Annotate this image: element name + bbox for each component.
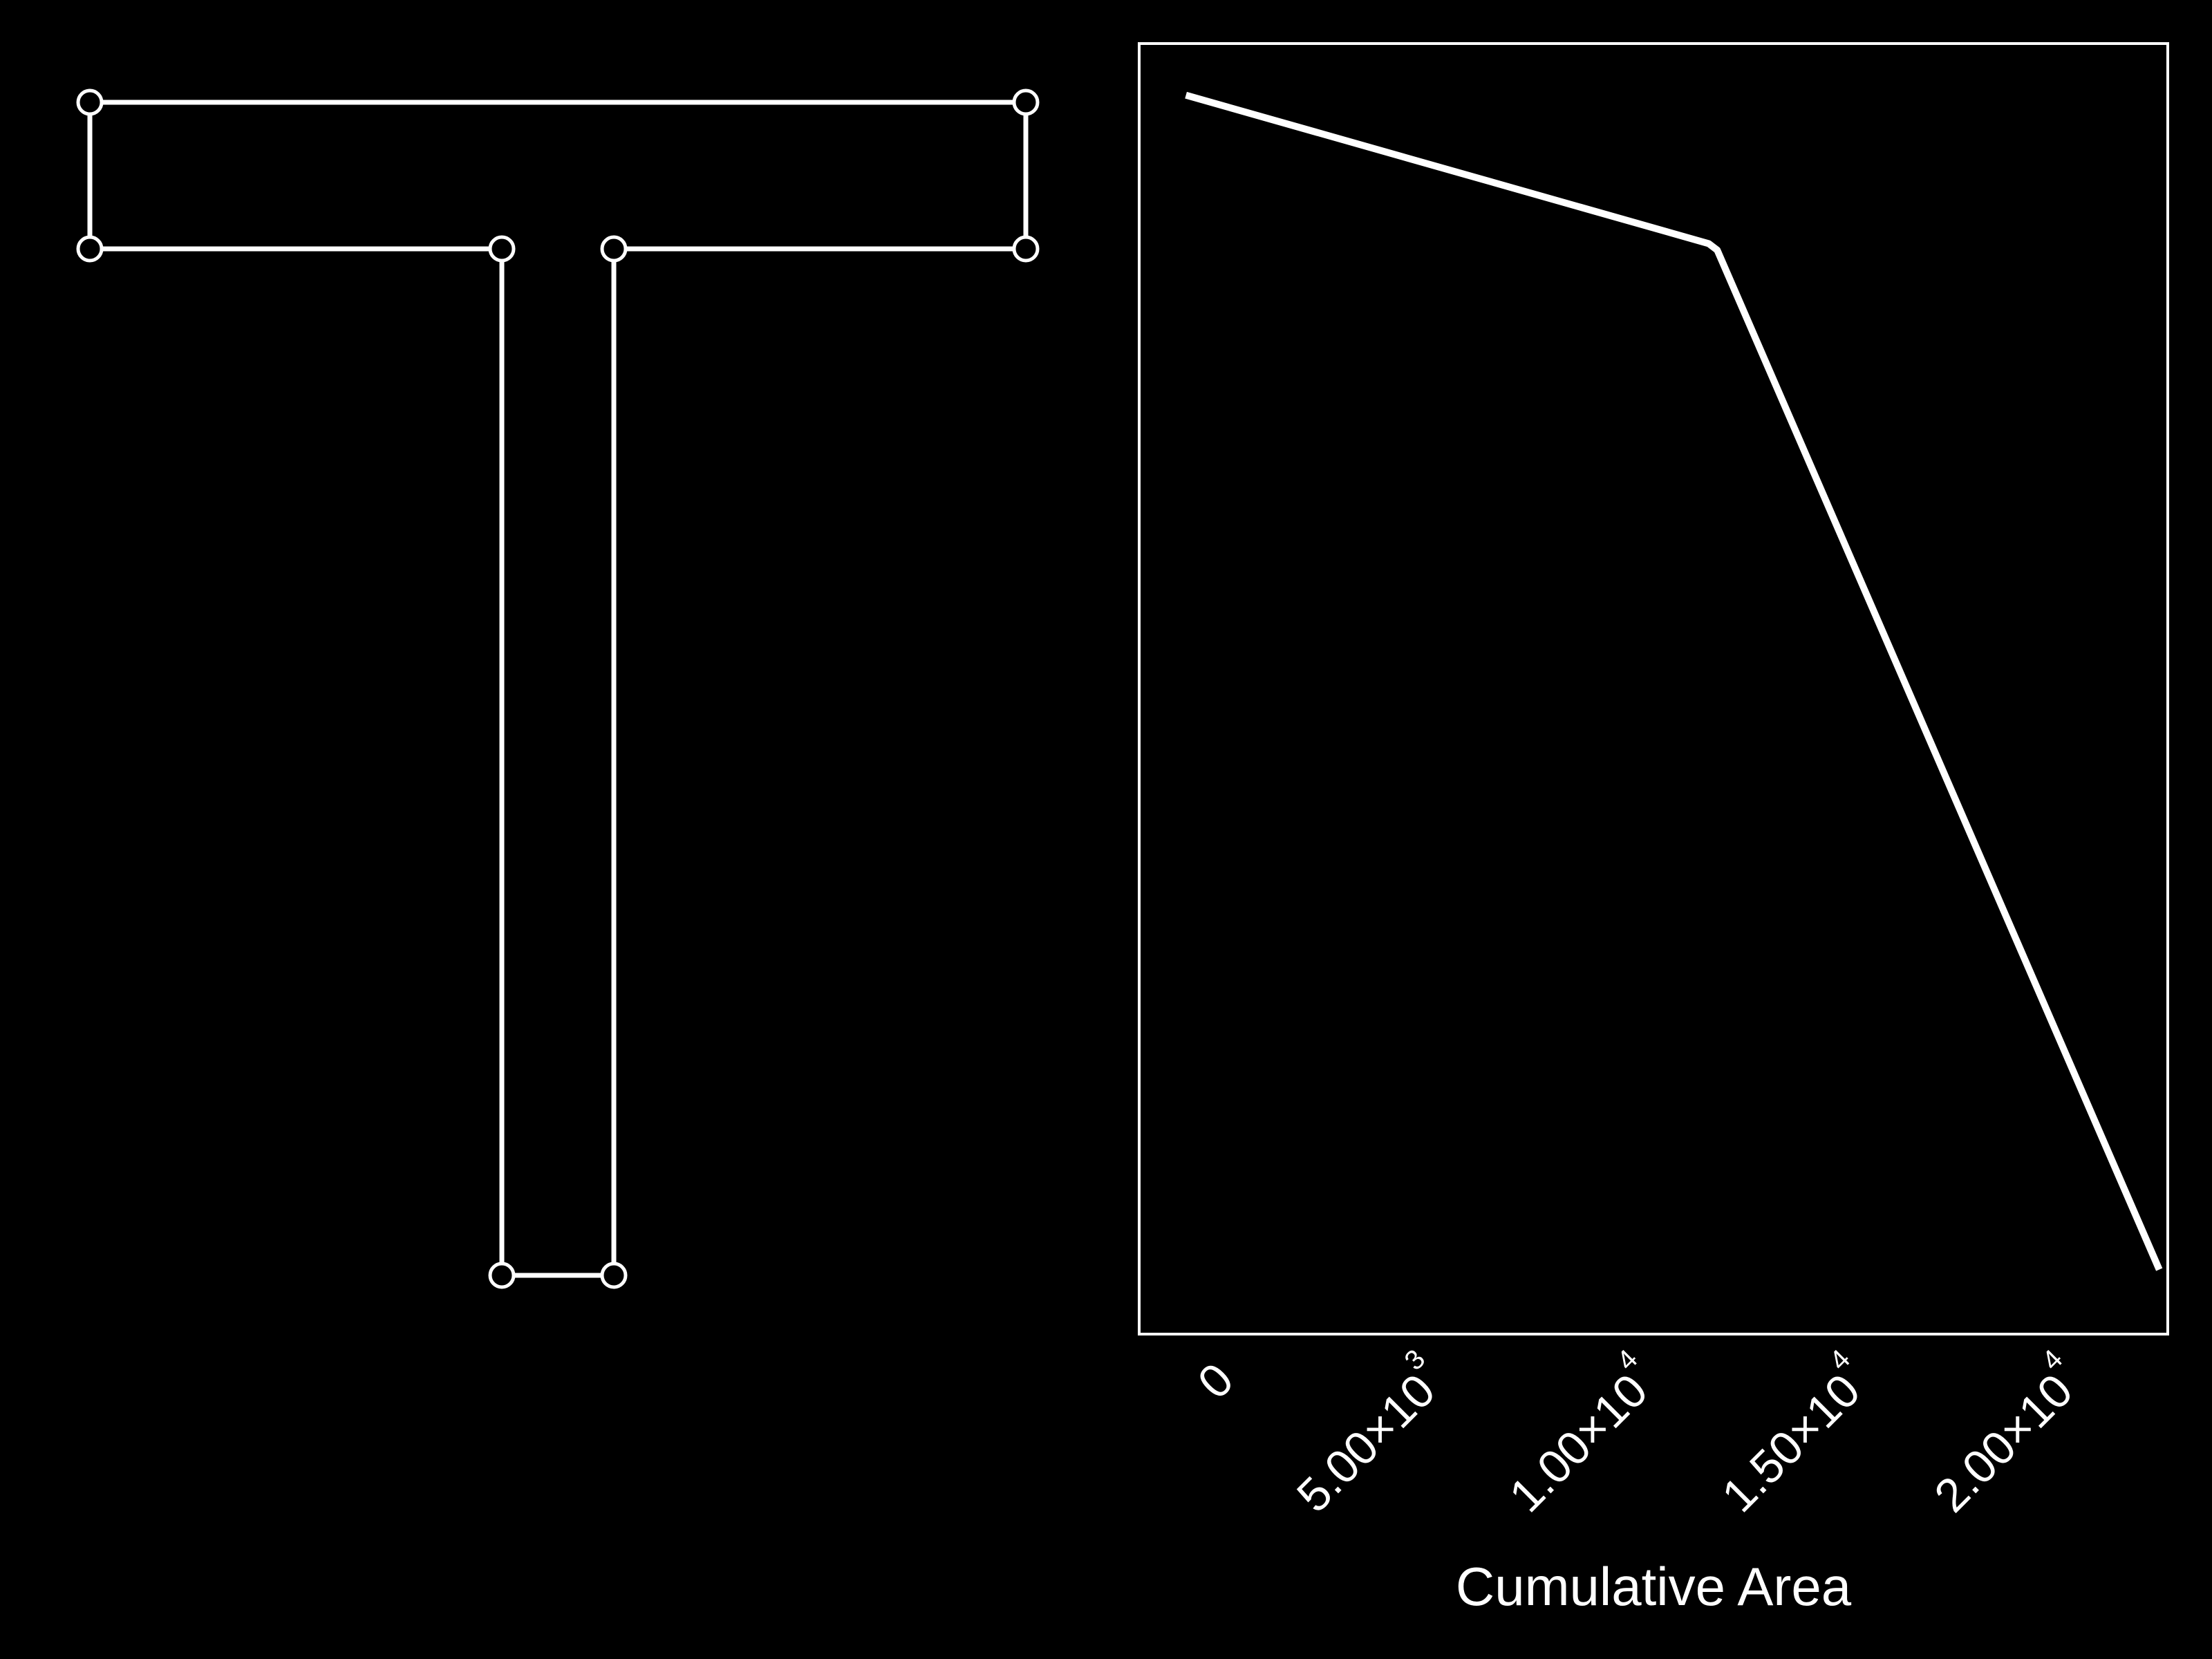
vertex-marker-6 bbox=[488, 1262, 516, 1289]
plot-frame bbox=[1138, 42, 2169, 1335]
t-shape-panel bbox=[76, 88, 1040, 1289]
x-tick-label: 5.00×103 bbox=[1277, 1344, 1456, 1522]
x-tick-label: 1.50×104 bbox=[1703, 1344, 1881, 1522]
vertex-marker-8 bbox=[76, 235, 104, 263]
x-tick-label: 2.00×104 bbox=[1915, 1344, 2094, 1522]
vertex-marker-1 bbox=[76, 88, 104, 116]
vertex-marker-7 bbox=[488, 235, 516, 263]
x-tick-label: 0 bbox=[1188, 1353, 1243, 1408]
t-shape-vertex-markers bbox=[76, 88, 1040, 1289]
vertex-marker-2 bbox=[1012, 88, 1040, 116]
t-shape-outline bbox=[87, 100, 1029, 1278]
x-axis-label: Cumulative Area bbox=[1456, 1556, 1852, 1617]
x-tick-label: 1.00×104 bbox=[1490, 1344, 1669, 1522]
series-layer bbox=[1185, 91, 2163, 1271]
vertex-marker-4 bbox=[600, 235, 628, 263]
series-line-1 bbox=[1185, 91, 2163, 1271]
vertex-marker-3 bbox=[1012, 235, 1040, 263]
vertex-marker-5 bbox=[600, 1262, 628, 1289]
